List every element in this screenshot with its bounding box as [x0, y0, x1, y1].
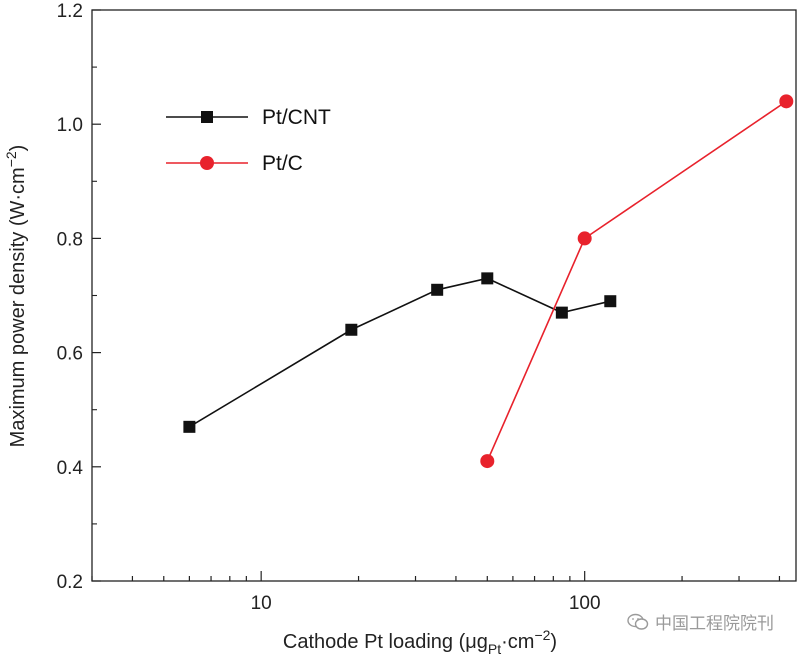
data-point	[779, 94, 794, 109]
data-point	[431, 283, 444, 296]
data-point	[481, 272, 494, 285]
series-line	[486, 100, 787, 462]
x-tick-label: 100	[569, 593, 601, 614]
legend: Pt/CNT Pt/C	[166, 106, 331, 175]
y-tick-label: 0.6	[57, 344, 83, 365]
x-tick-label: 10	[251, 593, 272, 614]
series-Pt/C	[480, 94, 794, 469]
y-tick-label: 0.4	[57, 458, 84, 479]
y-tick-label: 0.2	[57, 572, 83, 593]
axes	[91, 9, 797, 582]
legend-label: Pt/CNT	[262, 106, 331, 129]
data-point	[345, 323, 358, 336]
x-axis-ticks: 10 100	[91, 571, 781, 614]
plot-frame	[91, 9, 797, 582]
data-point	[480, 454, 495, 469]
series-layer	[183, 94, 794, 469]
y-axis-ticks: 0.2 0.4 0.6 0.8 1.0 1.2	[57, 1, 101, 593]
data-point	[577, 231, 592, 246]
legend-marker	[201, 111, 213, 123]
watermark-text: 中国工程院院刊	[655, 614, 774, 634]
data-point	[183, 420, 196, 433]
legend-label: Pt/C	[262, 152, 303, 175]
wechat-icon	[627, 613, 649, 630]
watermark: 中国工程院院刊	[627, 609, 774, 634]
series-line	[188, 277, 611, 428]
y-tick-label: 1.0	[57, 115, 83, 136]
legend-marker	[200, 156, 214, 170]
y-axis-title: Maximum power density (W·cm−2)	[3, 145, 29, 448]
data-point	[555, 306, 568, 319]
x-axis-title: Cathode Pt loading (μgPt·cm−2)	[283, 627, 557, 656]
y-tick-label: 1.2	[57, 1, 83, 22]
y-tick-label: 0.8	[57, 229, 83, 250]
data-point	[604, 295, 617, 308]
series-Pt/CNT	[183, 272, 617, 433]
